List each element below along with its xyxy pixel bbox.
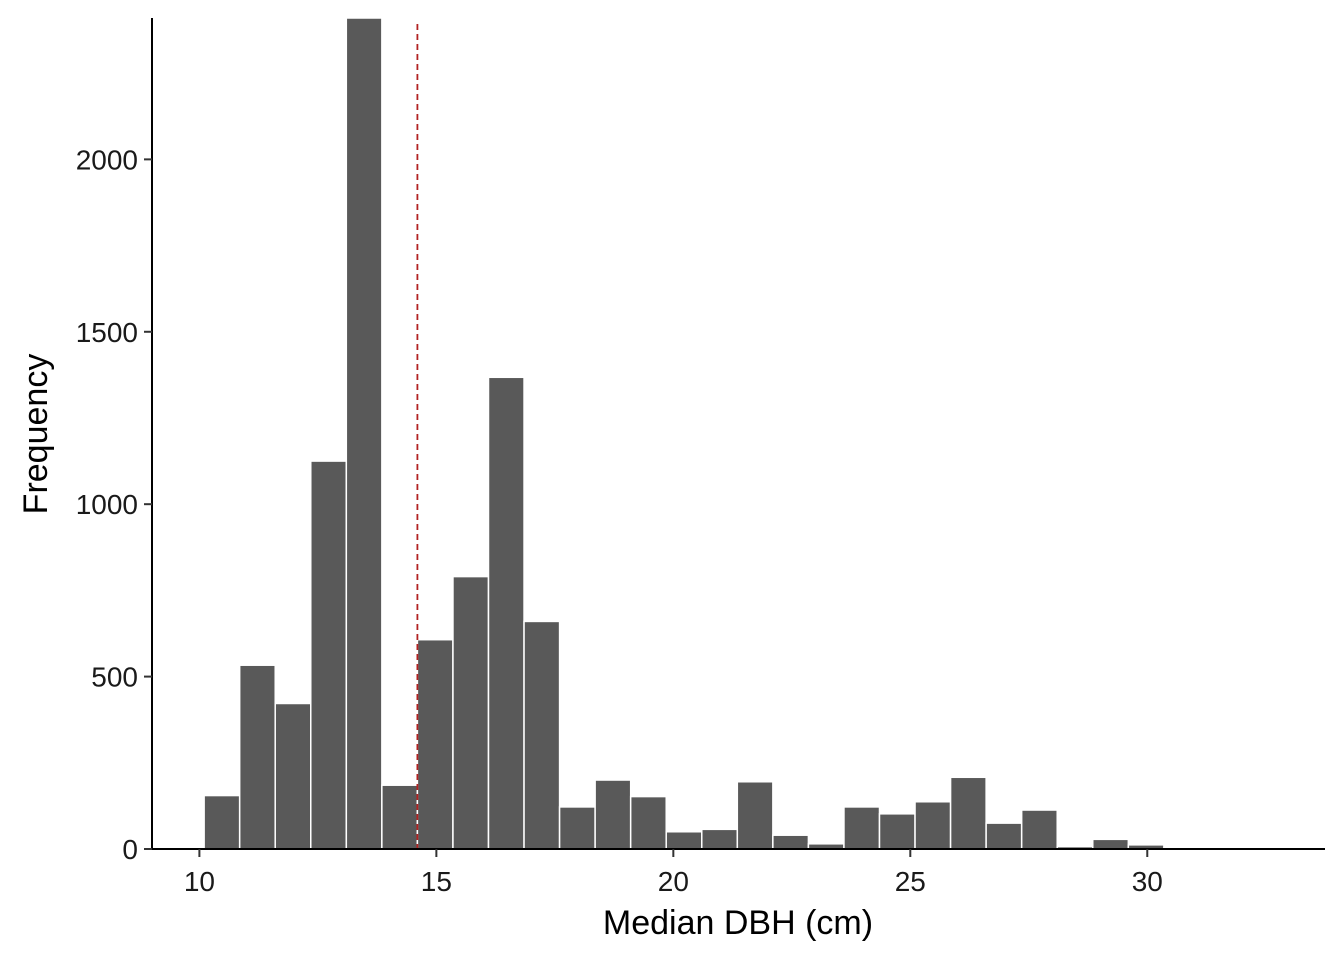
histogram-bar-13 — [665, 831, 703, 850]
histogram-bars — [203, 17, 1236, 850]
histogram-bar-19 — [878, 813, 916, 850]
histogram-bar-0 — [203, 794, 241, 850]
histogram-bar-7 — [452, 575, 490, 850]
histogram-bar-20 — [914, 801, 952, 850]
histogram-bar-4 — [345, 17, 383, 850]
histogram-bar-8 — [487, 376, 525, 850]
histogram-bar-22 — [985, 822, 1023, 850]
histogram-bar-16 — [772, 834, 810, 850]
histogram-bar-14 — [701, 828, 739, 850]
y-tick-label: 500 — [91, 662, 138, 693]
y-tick-label: 2000 — [76, 144, 138, 175]
histogram-bar-21 — [949, 776, 987, 850]
x-tick-label: 30 — [1132, 866, 1163, 897]
histogram-bar-15 — [736, 781, 774, 850]
histogram-bar-1 — [238, 664, 276, 850]
histogram-bar-3 — [310, 460, 348, 850]
x-axis-title: Median DBH (cm) — [603, 904, 873, 942]
x-tick-label: 20 — [658, 866, 689, 897]
x-tick-label: 25 — [895, 866, 926, 897]
histogram-bar-11 — [594, 779, 632, 850]
y-axis-title: Frequency — [17, 354, 55, 515]
histogram-bar-2 — [274, 702, 312, 850]
histogram-bar-5 — [381, 784, 419, 850]
y-tick-label: 1500 — [76, 317, 138, 348]
histogram-bar-18 — [843, 806, 881, 850]
axes — [151, 18, 1325, 850]
x-tick-label: 15 — [421, 866, 452, 897]
ticks: 10 15 20 25 30 0 500 1000 1500 2000 — [76, 144, 1163, 897]
x-tick-label: 10 — [184, 866, 215, 897]
histogram-bar-6 — [416, 638, 454, 850]
histogram-bar-23 — [1020, 809, 1058, 850]
histogram-bar-12 — [629, 795, 667, 850]
histogram-bar-9 — [523, 620, 561, 850]
y-tick-label: 0 — [122, 834, 138, 865]
y-tick-label: 1000 — [76, 489, 138, 520]
histogram-bar-25 — [1092, 838, 1130, 850]
histogram-bar-10 — [558, 806, 596, 850]
